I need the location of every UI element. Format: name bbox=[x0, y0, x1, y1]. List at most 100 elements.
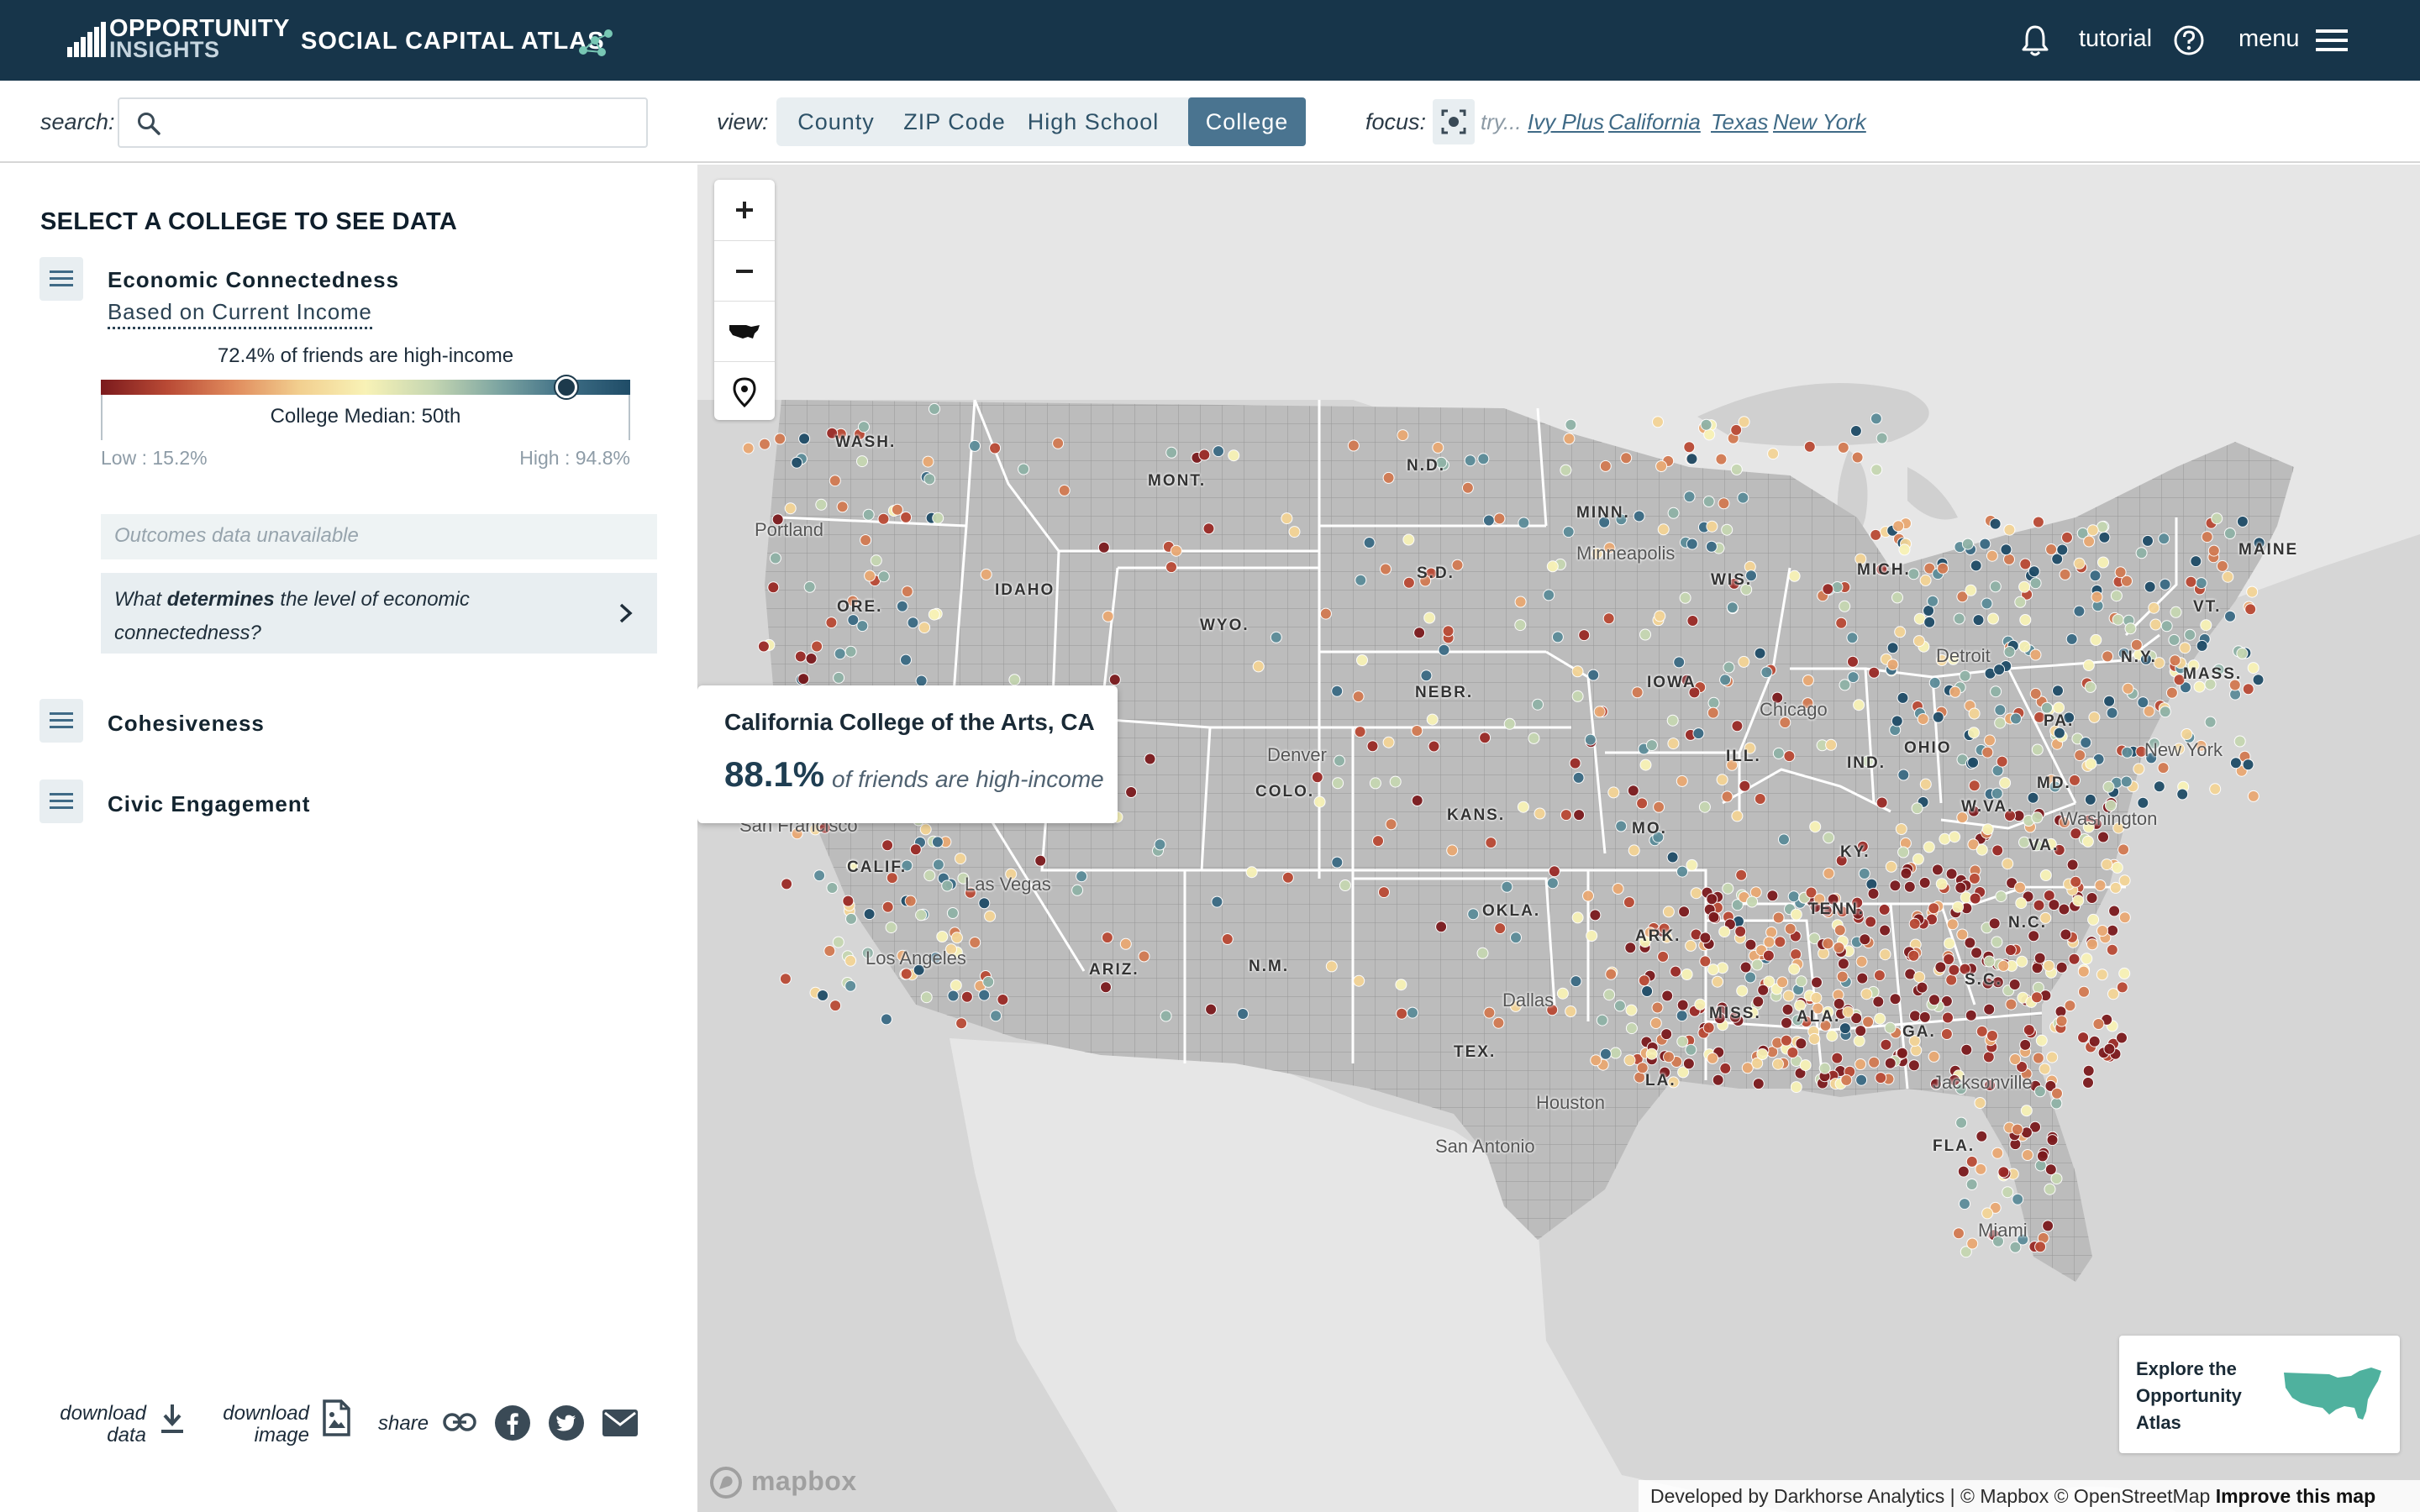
college-dot[interactable] bbox=[1385, 818, 1397, 831]
college-dot[interactable] bbox=[1972, 614, 1985, 627]
college-dot[interactable] bbox=[1813, 893, 1826, 906]
college-dot[interactable] bbox=[1897, 691, 1909, 704]
college-dot[interactable] bbox=[1788, 570, 1801, 582]
college-dot[interactable] bbox=[946, 907, 959, 919]
reset-us-view-button[interactable] bbox=[714, 301, 775, 361]
college-dot[interactable] bbox=[1939, 832, 1951, 845]
college-dot[interactable] bbox=[1913, 971, 1926, 984]
college-dot[interactable] bbox=[2246, 585, 2259, 598]
college-dot[interactable] bbox=[978, 897, 991, 910]
college-dot[interactable] bbox=[1741, 1062, 1754, 1074]
college-dot[interactable] bbox=[1932, 711, 1944, 723]
college-dot[interactable] bbox=[1706, 893, 1718, 906]
college-dot[interactable] bbox=[1928, 902, 1940, 915]
college-dot[interactable] bbox=[1865, 878, 1878, 890]
college-dot[interactable] bbox=[923, 473, 936, 486]
zoom-in-button[interactable] bbox=[714, 180, 775, 240]
college-dot[interactable] bbox=[2008, 979, 2021, 990]
college-dot[interactable] bbox=[1154, 838, 1166, 851]
college-dot[interactable] bbox=[1854, 1025, 1867, 1037]
college-dot[interactable] bbox=[2032, 1052, 2044, 1064]
college-dot[interactable] bbox=[2082, 659, 2095, 671]
college-dot[interactable] bbox=[1765, 926, 1778, 938]
college-dot[interactable] bbox=[2039, 1063, 2051, 1075]
college-dot[interactable] bbox=[1889, 879, 1902, 892]
college-dot[interactable] bbox=[1599, 459, 1612, 472]
college-dot[interactable] bbox=[1713, 1012, 1726, 1025]
college-dot[interactable] bbox=[2015, 897, 2028, 910]
college-dot[interactable] bbox=[2092, 1018, 2105, 1030]
college-dot[interactable] bbox=[1707, 963, 1719, 976]
college-dot[interactable] bbox=[2065, 633, 2078, 645]
college-dot[interactable] bbox=[2224, 610, 2236, 622]
college-dot[interactable] bbox=[742, 442, 755, 454]
brand-line-2[interactable]: INSIGHTS bbox=[109, 37, 220, 62]
college-dot[interactable] bbox=[1411, 725, 1423, 737]
college-dot[interactable] bbox=[1615, 820, 1628, 832]
college-dot[interactable] bbox=[1809, 821, 1822, 833]
college-dot[interactable] bbox=[1833, 924, 1846, 937]
college-dot[interactable] bbox=[2118, 874, 2131, 887]
college-dot[interactable] bbox=[1144, 753, 1156, 765]
college-dot[interactable] bbox=[1726, 601, 1739, 614]
college-dot[interactable] bbox=[1918, 1011, 1931, 1023]
college-dot[interactable] bbox=[1712, 975, 1723, 988]
quick-link-california[interactable]: California bbox=[1608, 109, 1701, 134]
college-dot[interactable] bbox=[2216, 559, 2228, 572]
college-dot[interactable] bbox=[1968, 727, 1980, 739]
college-dot[interactable] bbox=[2159, 706, 2171, 718]
college-dot[interactable] bbox=[1752, 995, 1765, 1008]
college-dot[interactable] bbox=[1928, 994, 1940, 1006]
college-dot[interactable] bbox=[1831, 581, 1844, 593]
college-dot[interactable] bbox=[2165, 686, 2178, 699]
college-dot[interactable] bbox=[1138, 950, 1150, 963]
college-dot[interactable] bbox=[1690, 887, 1702, 900]
college-dot[interactable] bbox=[2149, 618, 2162, 631]
college-dot[interactable] bbox=[2207, 544, 2220, 557]
college-dot[interactable] bbox=[1953, 612, 1965, 625]
college-dot[interactable] bbox=[1730, 463, 1743, 475]
college-dot[interactable] bbox=[2055, 1015, 2068, 1027]
college-dot[interactable] bbox=[2096, 925, 2108, 937]
college-dot[interactable] bbox=[1771, 691, 1784, 704]
map-canvas[interactable]: WASH. ORE. IDAHO MONT. WYO. N.D. S.D. NE… bbox=[697, 165, 2420, 1512]
quick-link-ivy-plus[interactable]: Ivy Plus bbox=[1528, 109, 1605, 134]
college-dot[interactable] bbox=[877, 512, 890, 525]
college-dot[interactable] bbox=[1354, 726, 1366, 738]
college-dot[interactable] bbox=[1518, 517, 1530, 529]
college-dot[interactable] bbox=[1700, 418, 1712, 431]
college-dot[interactable] bbox=[1245, 866, 1258, 879]
college-dot[interactable] bbox=[1667, 507, 1680, 519]
link-icon[interactable] bbox=[442, 1411, 477, 1433]
college-dot[interactable] bbox=[2196, 639, 2208, 652]
college-dot[interactable] bbox=[1688, 686, 1701, 699]
college-dot[interactable] bbox=[2009, 1241, 2022, 1253]
college-dot[interactable] bbox=[1766, 890, 1779, 902]
college-dot[interactable] bbox=[2185, 575, 2197, 588]
college-dot[interactable] bbox=[1975, 843, 1988, 856]
college-dot[interactable] bbox=[2082, 821, 2095, 833]
college-dot[interactable] bbox=[1352, 690, 1365, 703]
college-dot[interactable] bbox=[2003, 646, 2016, 658]
college-dot[interactable] bbox=[1923, 616, 1936, 628]
college-dot[interactable] bbox=[980, 568, 992, 580]
college-dot[interactable] bbox=[1590, 1054, 1602, 1067]
college-dot[interactable] bbox=[1839, 679, 1851, 691]
college-dot[interactable] bbox=[1853, 1035, 1865, 1047]
college-dot[interactable] bbox=[1716, 774, 1728, 786]
college-dot[interactable] bbox=[832, 936, 844, 948]
college-dot[interactable] bbox=[1891, 715, 1903, 727]
college-dot[interactable] bbox=[1119, 937, 1132, 950]
college-dot[interactable] bbox=[1673, 656, 1686, 669]
college-dot[interactable] bbox=[2004, 944, 2017, 956]
college-dot[interactable] bbox=[1989, 517, 2002, 530]
college-dot[interactable] bbox=[1598, 516, 1611, 528]
college-dot[interactable] bbox=[2094, 879, 2107, 891]
college-dot[interactable] bbox=[1730, 423, 1743, 436]
college-dot[interactable] bbox=[1726, 759, 1739, 771]
college-dot[interactable] bbox=[1662, 906, 1675, 918]
college-dot[interactable] bbox=[1311, 771, 1323, 784]
college-dot[interactable] bbox=[1956, 928, 1969, 941]
college-dot[interactable] bbox=[1852, 907, 1865, 920]
college-dot[interactable] bbox=[1402, 533, 1415, 546]
